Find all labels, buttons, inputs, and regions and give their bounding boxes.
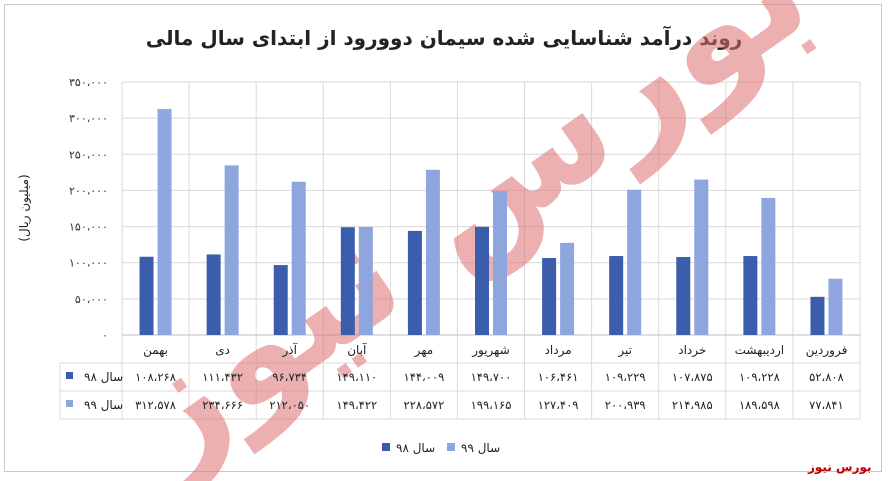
data-label: ۲۱۲،۰۵۰ bbox=[269, 398, 310, 412]
x-tick-label: فروردین bbox=[806, 343, 848, 358]
data-label: ۱۰۶،۴۶۱ bbox=[538, 370, 579, 384]
bar bbox=[358, 226, 373, 335]
bar bbox=[206, 254, 221, 335]
bar bbox=[761, 197, 776, 335]
series-name: سال ۹۹ bbox=[84, 398, 123, 412]
x-tick-label: شهریور bbox=[471, 343, 510, 358]
data-label: ۱۴۹،۴۲۲ bbox=[336, 398, 377, 412]
legend-swatch bbox=[382, 443, 390, 451]
x-tick-label: اردیبهشت bbox=[735, 343, 784, 358]
x-tick-label: مهر bbox=[414, 343, 434, 358]
x-tick-label: آذر bbox=[281, 342, 297, 358]
data-label: ۲۱۴،۹۸۵ bbox=[672, 398, 713, 412]
y-tick-label: ۰ bbox=[102, 329, 108, 342]
data-label: ۲۰۰،۹۳۹ bbox=[605, 398, 646, 412]
x-tick-label: خرداد bbox=[678, 343, 706, 358]
chart-title: روند درآمد شناسایی شده سیمان دوورود از ا… bbox=[145, 26, 743, 50]
data-label: ۲۳۴،۶۶۶ bbox=[202, 398, 243, 412]
y-tick-label: ۵۰،۰۰۰ bbox=[75, 293, 108, 306]
data-label: ۹۶،۷۳۴ bbox=[272, 370, 307, 384]
bar bbox=[828, 278, 843, 335]
y-tick-label: ۱۵۰،۰۰۰ bbox=[69, 221, 108, 234]
data-label: ۱۰۸،۲۶۸ bbox=[135, 370, 176, 384]
data-label: ۷۷،۸۴۱ bbox=[809, 398, 844, 412]
bar bbox=[475, 226, 489, 335]
x-tick-label: دی bbox=[215, 343, 230, 357]
x-tick-label: آبان bbox=[347, 342, 367, 357]
series-name: سال ۹۸ bbox=[84, 370, 123, 384]
data-label: ۱۰۹،۲۲۸ bbox=[739, 370, 780, 384]
x-tick-label: بهمن bbox=[143, 343, 168, 358]
bar bbox=[407, 230, 422, 335]
bar bbox=[157, 109, 172, 336]
data-label: ۱۰۷،۸۷۵ bbox=[672, 370, 713, 384]
data-label: ۱۱۱،۴۳۲ bbox=[202, 370, 243, 384]
data-label: ۳۱۲،۵۷۸ bbox=[135, 398, 176, 412]
bar bbox=[676, 257, 691, 335]
bar bbox=[273, 265, 288, 335]
bar bbox=[743, 256, 758, 335]
bar bbox=[340, 227, 355, 335]
y-tick-label: ۲۰۰،۰۰۰ bbox=[69, 184, 108, 197]
bar bbox=[139, 256, 154, 335]
data-label: ۵۲،۸۰۸ bbox=[809, 370, 844, 384]
bar bbox=[542, 258, 557, 335]
data-label: ۱۴۴،۰۰۹ bbox=[404, 370, 445, 384]
source-label: بورس نیوز bbox=[808, 460, 872, 474]
data-label: ۱۰۹،۲۲۹ bbox=[605, 370, 646, 384]
data-label: ۱۸۹،۵۹۸ bbox=[739, 398, 780, 412]
data-label: ۱۹۹،۱۶۵ bbox=[471, 398, 512, 412]
y-tick-label: ۳۰۰،۰۰۰ bbox=[69, 112, 108, 125]
legend-swatch bbox=[447, 443, 455, 451]
bar bbox=[560, 242, 575, 335]
y-tick-label: ۱۰۰،۰۰۰ bbox=[69, 257, 108, 270]
bar bbox=[425, 169, 440, 335]
x-tick-label: تیر bbox=[617, 343, 632, 358]
bar bbox=[291, 181, 306, 335]
data-label: ۱۴۹،۱۱۰ bbox=[336, 370, 377, 384]
bar bbox=[224, 165, 239, 335]
y-axis-title: (میلیون ریال) bbox=[17, 174, 32, 241]
legend-key bbox=[66, 400, 73, 407]
data-label: ۱۴۹،۷۰۰ bbox=[471, 370, 512, 384]
data-label: ۲۲۸،۵۷۲ bbox=[404, 398, 445, 412]
legend-label: سال ۹۸ bbox=[396, 441, 435, 455]
data-label: ۱۲۷،۴۰۹ bbox=[538, 398, 579, 412]
bar bbox=[493, 191, 507, 335]
bar bbox=[609, 256, 624, 335]
y-tick-label: ۳۵۰،۰۰۰ bbox=[69, 76, 108, 89]
bar bbox=[810, 296, 825, 335]
legend-label: سال ۹۹ bbox=[461, 441, 500, 455]
x-tick-label: مرداد bbox=[545, 343, 572, 358]
legend-key bbox=[66, 372, 73, 379]
bar bbox=[694, 179, 709, 335]
y-tick-label: ۲۵۰،۰۰۰ bbox=[69, 148, 108, 161]
bar bbox=[627, 189, 642, 335]
